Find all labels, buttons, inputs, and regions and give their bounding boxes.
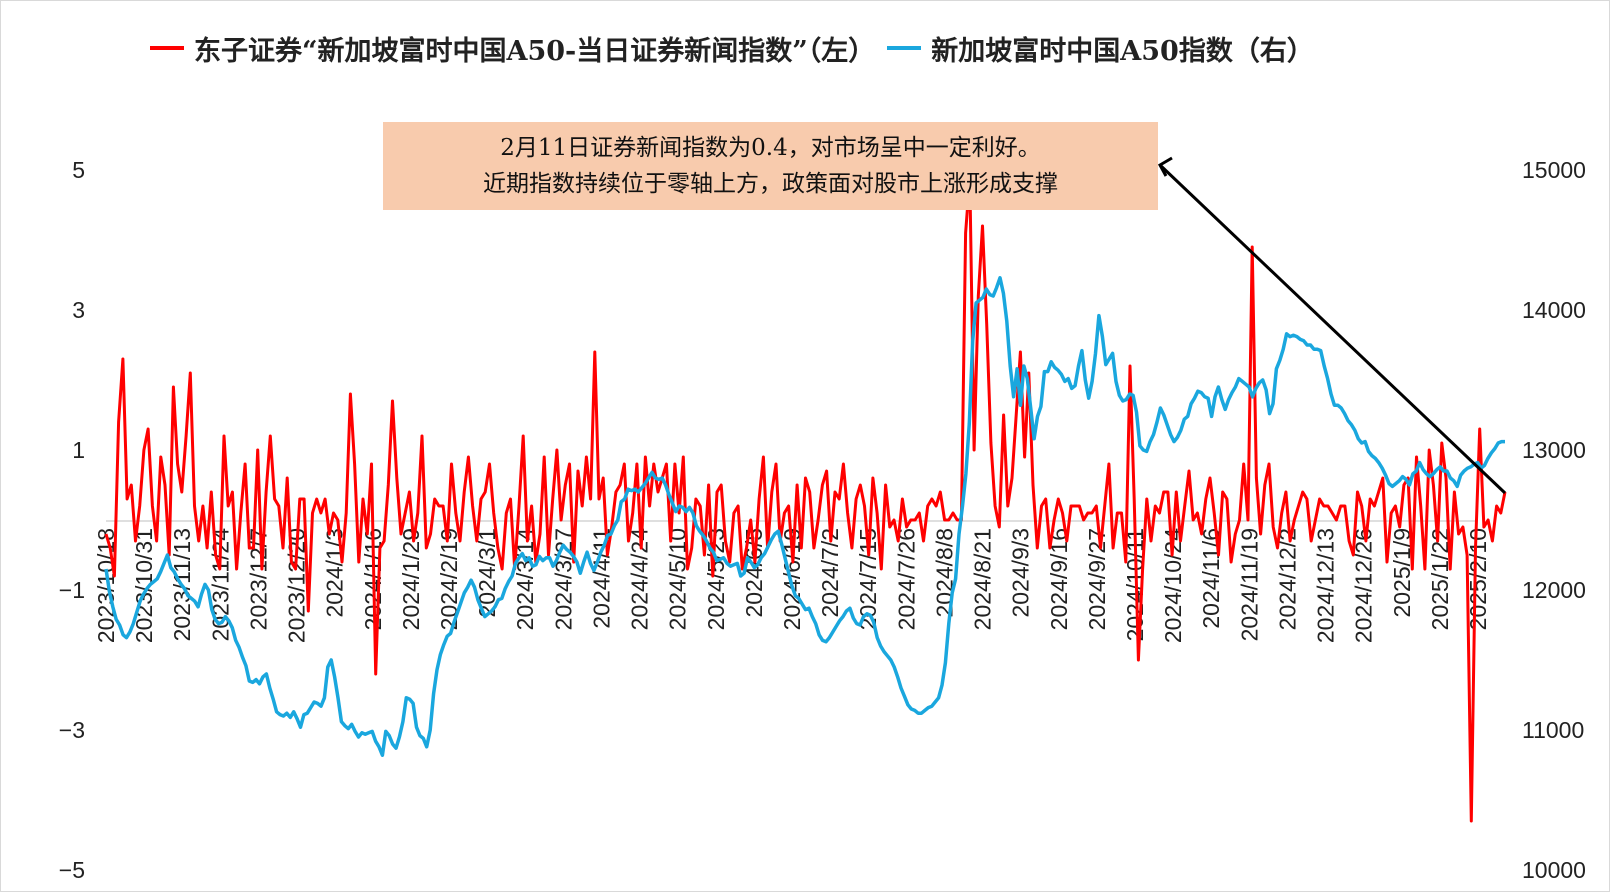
right-axis-ticks: 15000 14000 13000 12000 11000 10000 <box>1522 157 1586 883</box>
series-line-news-index <box>104 175 1507 823</box>
right-axis-tick-label: 13000 <box>1522 437 1586 463</box>
x-axis-tick-label: 2024/9/3 <box>1008 528 1034 618</box>
x-axis-tick-label: 2024/9/27 <box>1084 528 1110 630</box>
left-axis-tick-label: −3 <box>59 717 85 743</box>
legend: 东子证券“新加坡富时中国A50-当日证券新闻指数”（左） 新加坡富时中国A50指… <box>150 28 1326 68</box>
annotation-line-2: 近期指数持续位于零轴上方，政策面对股市上涨形成支撑 <box>483 171 1058 197</box>
left-axis-ticks: 5 3 1 −1 −3 −5 <box>59 157 85 883</box>
x-axis-tick-label: 2024/11/19 <box>1236 528 1262 641</box>
right-axis-tick-label: 15000 <box>1522 157 1586 183</box>
x-axis-tick-label: 2024/8/8 <box>931 528 957 618</box>
left-axis-tick-label: −1 <box>59 577 85 603</box>
x-axis-tick-label: 2024/12/13 <box>1313 528 1339 643</box>
annotation-line-1: 2月11日证券新闻指数为0.4，对市场呈中一定利好。 <box>500 135 1041 161</box>
legend-swatch-red <box>150 46 184 50</box>
left-axis-tick-label: 1 <box>72 437 85 463</box>
x-axis-tick-label: 2024/7/26 <box>893 528 919 630</box>
x-axis-tick-label: 2024/8/21 <box>970 528 996 630</box>
right-axis-tick-label: 12000 <box>1522 577 1586 603</box>
legend-item-a50-index: 新加坡富时中国A50指数（右） <box>887 29 1314 68</box>
legend-swatch-blue <box>887 46 922 50</box>
annotation-box: 2月11日证券新闻指数为0.4，对市场呈中一定利好。 近期指数持续位于零轴上方，… <box>383 122 1158 210</box>
right-axis-tick-label: 10000 <box>1522 857 1586 883</box>
legend-label-a50-index: 新加坡富时中国A50指数（右） <box>931 35 1314 67</box>
right-axis-tick-label: 14000 <box>1522 297 1586 323</box>
x-axis-tick-label: 2024/1/29 <box>398 528 424 630</box>
right-axis-tick-label: 11000 <box>1522 717 1584 743</box>
x-axis-tick-label: 2024/7/2 <box>817 528 843 618</box>
annotation-pointer-line <box>1158 163 1507 495</box>
legend-label-news-index: 东子证券“新加坡富时中国A50-当日证券新闻指数”（左） <box>194 35 876 67</box>
left-axis-tick-label: 3 <box>72 297 85 323</box>
left-axis-tick-label: −5 <box>59 857 85 883</box>
annotation-pointer-head <box>1157 156 1173 177</box>
left-axis-tick-label: 5 <box>72 157 85 183</box>
legend-item-news-index: 东子证券“新加坡富时中国A50-当日证券新闻指数”（左） <box>150 29 875 68</box>
series-line-a50-index <box>104 276 1505 757</box>
x-axis-tick-label: 2023/10/31 <box>131 528 157 643</box>
